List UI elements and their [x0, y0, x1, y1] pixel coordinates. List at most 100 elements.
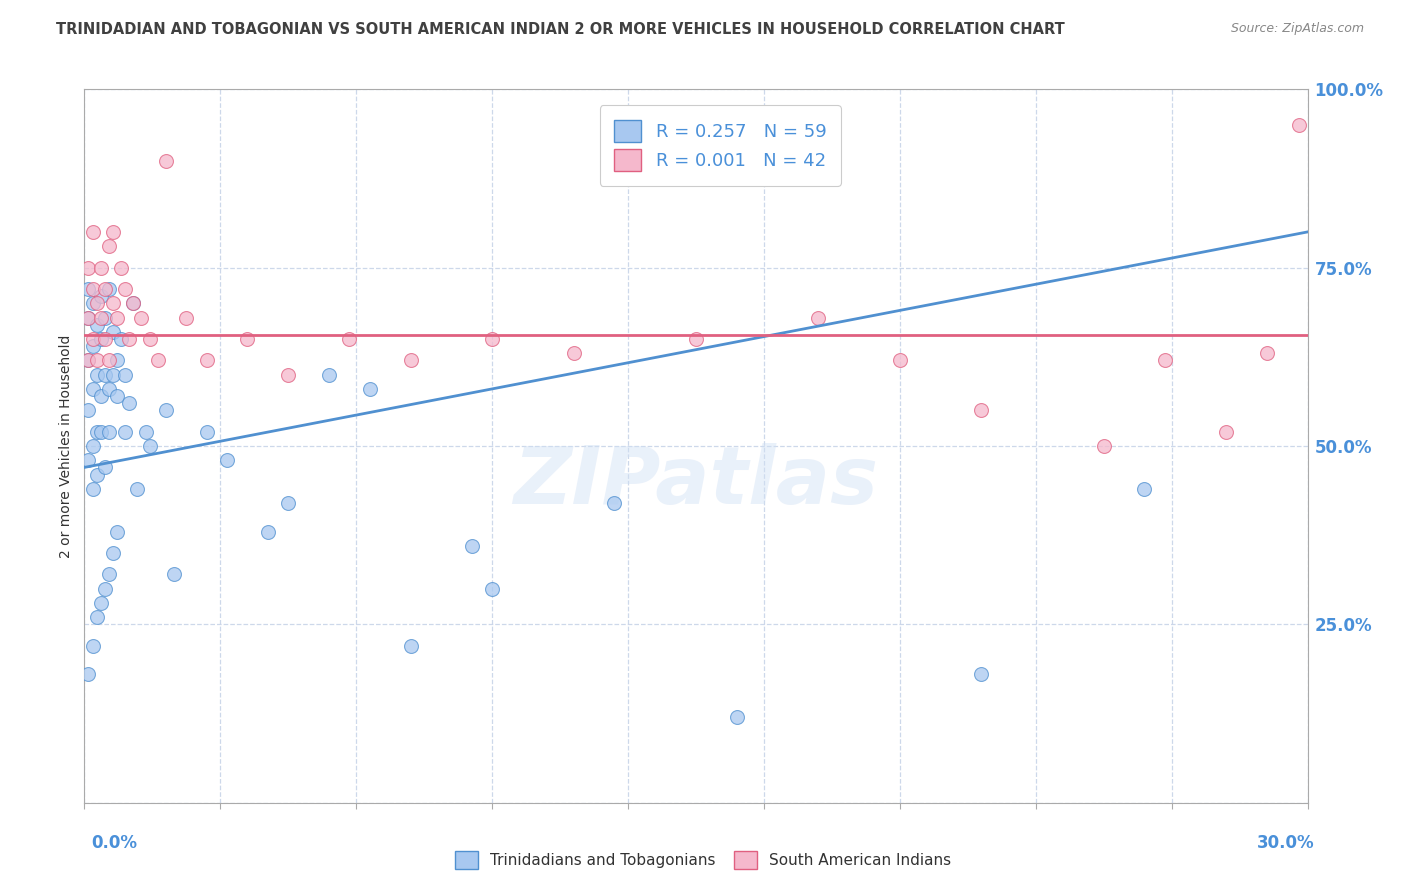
Point — [86, 368, 108, 382]
Point — [101, 325, 124, 339]
Point — [97, 353, 120, 368]
Point — [90, 596, 112, 610]
Point — [93, 282, 115, 296]
Point — [114, 282, 136, 296]
Point — [93, 332, 115, 346]
Point — [86, 296, 108, 310]
Point — [127, 482, 149, 496]
Point — [481, 332, 503, 346]
Point — [86, 425, 108, 439]
Legend: Trinidadians and Tobagonians, South American Indians: Trinidadians and Tobagonians, South Amer… — [449, 845, 957, 875]
Point — [257, 524, 280, 539]
Point — [77, 403, 100, 417]
Point — [138, 439, 160, 453]
Point — [93, 582, 115, 596]
Point — [90, 289, 112, 303]
Point — [86, 467, 108, 482]
Point — [90, 260, 112, 275]
Point — [318, 368, 340, 382]
Point — [101, 225, 124, 239]
Point — [77, 353, 100, 368]
Point — [236, 332, 259, 346]
Point — [163, 567, 186, 582]
Point — [1153, 353, 1175, 368]
Point — [807, 310, 830, 325]
Point — [217, 453, 239, 467]
Point — [1215, 425, 1237, 439]
Point — [970, 403, 993, 417]
Point — [82, 296, 104, 310]
Point — [970, 667, 993, 681]
Point — [131, 310, 153, 325]
Point — [277, 496, 299, 510]
Text: 30.0%: 30.0% — [1257, 834, 1315, 852]
Point — [174, 310, 197, 325]
Point — [105, 310, 128, 325]
Point — [122, 296, 145, 310]
Point — [97, 382, 120, 396]
Point — [118, 332, 141, 346]
Point — [138, 332, 160, 346]
Point — [114, 368, 136, 382]
Point — [90, 389, 112, 403]
Point — [725, 710, 748, 724]
Point — [101, 296, 124, 310]
Point — [93, 310, 115, 325]
Point — [146, 353, 169, 368]
Point — [399, 639, 422, 653]
Point — [1256, 346, 1278, 360]
Point — [195, 353, 218, 368]
Point — [105, 389, 128, 403]
Point — [603, 496, 626, 510]
Point — [82, 225, 104, 239]
Point — [685, 332, 707, 346]
Point — [105, 353, 128, 368]
Point — [82, 639, 104, 653]
Point — [82, 482, 104, 496]
Point — [77, 310, 100, 325]
Point — [86, 353, 108, 368]
Point — [82, 332, 104, 346]
Text: ZIPatlas: ZIPatlas — [513, 442, 879, 521]
Legend: R = 0.257   N = 59, R = 0.001   N = 42: R = 0.257 N = 59, R = 0.001 N = 42 — [600, 105, 841, 186]
Point — [77, 667, 100, 681]
Point — [82, 439, 104, 453]
Point — [481, 582, 503, 596]
Point — [82, 339, 104, 353]
Point — [77, 260, 100, 275]
Point — [77, 353, 100, 368]
Point — [122, 296, 145, 310]
Point — [277, 368, 299, 382]
Point — [97, 239, 120, 253]
Point — [359, 382, 381, 396]
Point — [1092, 439, 1115, 453]
Point — [461, 539, 484, 553]
Point — [118, 396, 141, 410]
Point — [110, 260, 132, 275]
Point — [90, 425, 112, 439]
Point — [82, 282, 104, 296]
Text: 0.0%: 0.0% — [91, 834, 138, 852]
Point — [1288, 118, 1310, 132]
Y-axis label: 2 or more Vehicles in Household: 2 or more Vehicles in Household — [59, 334, 73, 558]
Point — [90, 310, 112, 325]
Text: TRINIDADIAN AND TOBAGONIAN VS SOUTH AMERICAN INDIAN 2 OR MORE VEHICLES IN HOUSEH: TRINIDADIAN AND TOBAGONIAN VS SOUTH AMER… — [56, 22, 1064, 37]
Point — [97, 425, 120, 439]
Point — [93, 460, 115, 475]
Point — [77, 310, 100, 325]
Point — [101, 368, 124, 382]
Point — [155, 403, 177, 417]
Point — [399, 353, 422, 368]
Point — [135, 425, 157, 439]
Point — [339, 332, 360, 346]
Point — [155, 153, 177, 168]
Point — [86, 318, 108, 332]
Point — [82, 382, 104, 396]
Point — [86, 610, 108, 624]
Point — [195, 425, 218, 439]
Point — [889, 353, 911, 368]
Point — [77, 453, 100, 467]
Point — [114, 425, 136, 439]
Point — [105, 524, 128, 539]
Point — [93, 368, 115, 382]
